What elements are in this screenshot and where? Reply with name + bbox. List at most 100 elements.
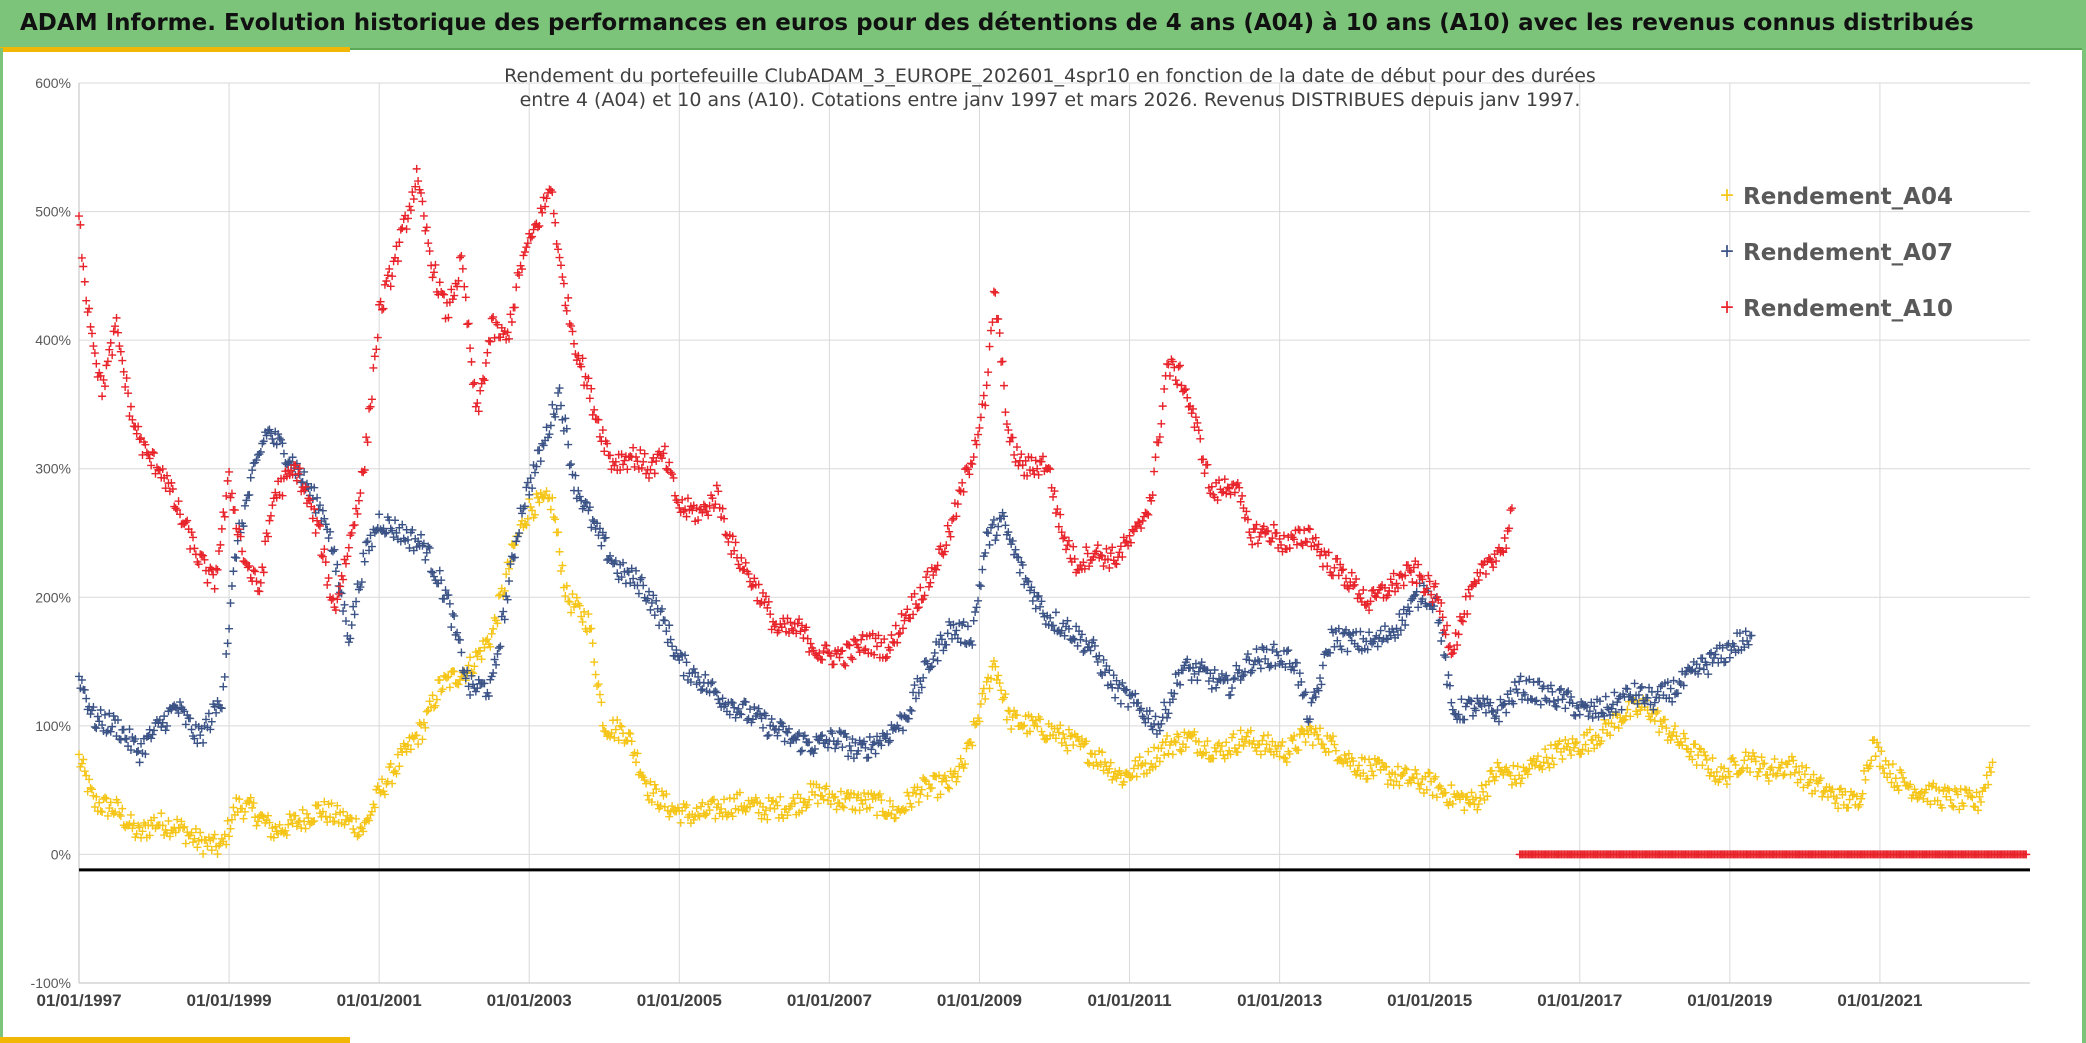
data-point [346,813,355,822]
data-point [191,824,200,833]
data-point [665,458,674,467]
data-point [1318,740,1327,749]
data-point [383,271,392,280]
data-point [391,516,400,525]
data-point [683,494,692,503]
data-point [219,682,228,691]
data-point [256,447,265,456]
data-point [718,504,727,513]
data-point [948,515,957,524]
data-point [574,351,583,360]
data-point [854,643,863,652]
data-point [1002,420,1011,429]
data-point [414,177,423,186]
data-point [150,726,159,735]
data-point [1845,795,1854,804]
data-point [1290,731,1299,740]
data-point [1585,725,1594,734]
data-point [349,602,358,611]
data-point [1610,722,1619,731]
x-tick-label: 01/01/2009 [937,991,1022,1010]
data-point [652,596,661,605]
data-point [1011,545,1020,554]
data-point [900,806,909,815]
data-point [1709,653,1718,662]
data-point [189,838,198,847]
data-point [1115,548,1124,557]
data-point [894,630,903,639]
data-point [164,816,173,825]
data-point [1799,783,1808,792]
data-point [829,660,838,669]
data-point [370,803,379,812]
data-point [281,826,290,835]
data-point [542,423,551,432]
data-point [535,498,544,507]
data-point [1430,602,1439,611]
data-point [379,304,388,313]
data-point [168,485,177,494]
data-point [1450,709,1459,718]
data-point [854,746,863,755]
data-point [1507,504,1516,513]
data-point [860,646,869,655]
data-point [773,801,782,810]
data-point [835,653,844,662]
data-point [913,783,922,792]
data-point [150,813,159,822]
data-point [1079,558,1088,567]
data-point [802,623,811,632]
data-point [1600,711,1609,720]
data-point [1539,758,1548,767]
data-point [1171,738,1180,747]
data-point [494,644,503,653]
data-point [77,253,86,262]
data-point [483,348,492,357]
data-point [649,591,658,600]
data-point [87,785,96,794]
data-point [300,486,309,495]
data-point [976,413,985,422]
data-point [1116,771,1125,780]
data-point [115,810,124,819]
data-point [1562,688,1571,697]
accent-stripe-bottom [0,1037,350,1043]
data-point [80,685,89,694]
data-point [102,794,111,803]
data-point [266,511,275,520]
data-point [1520,690,1529,699]
data-point [1294,525,1303,534]
data-point [564,440,573,449]
data-point [96,706,105,715]
data-point [584,374,593,383]
data-point [630,462,639,471]
data-point [1409,563,1418,572]
data-point [158,464,167,473]
data-point [301,482,310,491]
data-point [1404,561,1413,570]
data-point [1630,679,1639,688]
data-point [321,558,330,567]
data-point [587,384,596,393]
data-point [1171,376,1180,385]
data-point [705,501,714,510]
data-point [190,834,199,843]
data-point [1649,705,1658,714]
data-point [92,792,101,801]
data-point [1082,637,1091,646]
data-point [252,456,261,465]
data-point [1414,603,1423,612]
data-point [1197,751,1206,760]
data-point [810,790,819,799]
data-point [333,560,342,569]
data-point [1897,768,1906,777]
data-point [505,334,514,343]
data-point [502,570,511,579]
data-point [1444,643,1453,652]
data-point [1721,657,1730,666]
data-point [1476,794,1485,803]
data-point [1746,768,1755,777]
data-point [1406,568,1415,577]
data-point [455,635,464,644]
data-point [988,520,997,529]
